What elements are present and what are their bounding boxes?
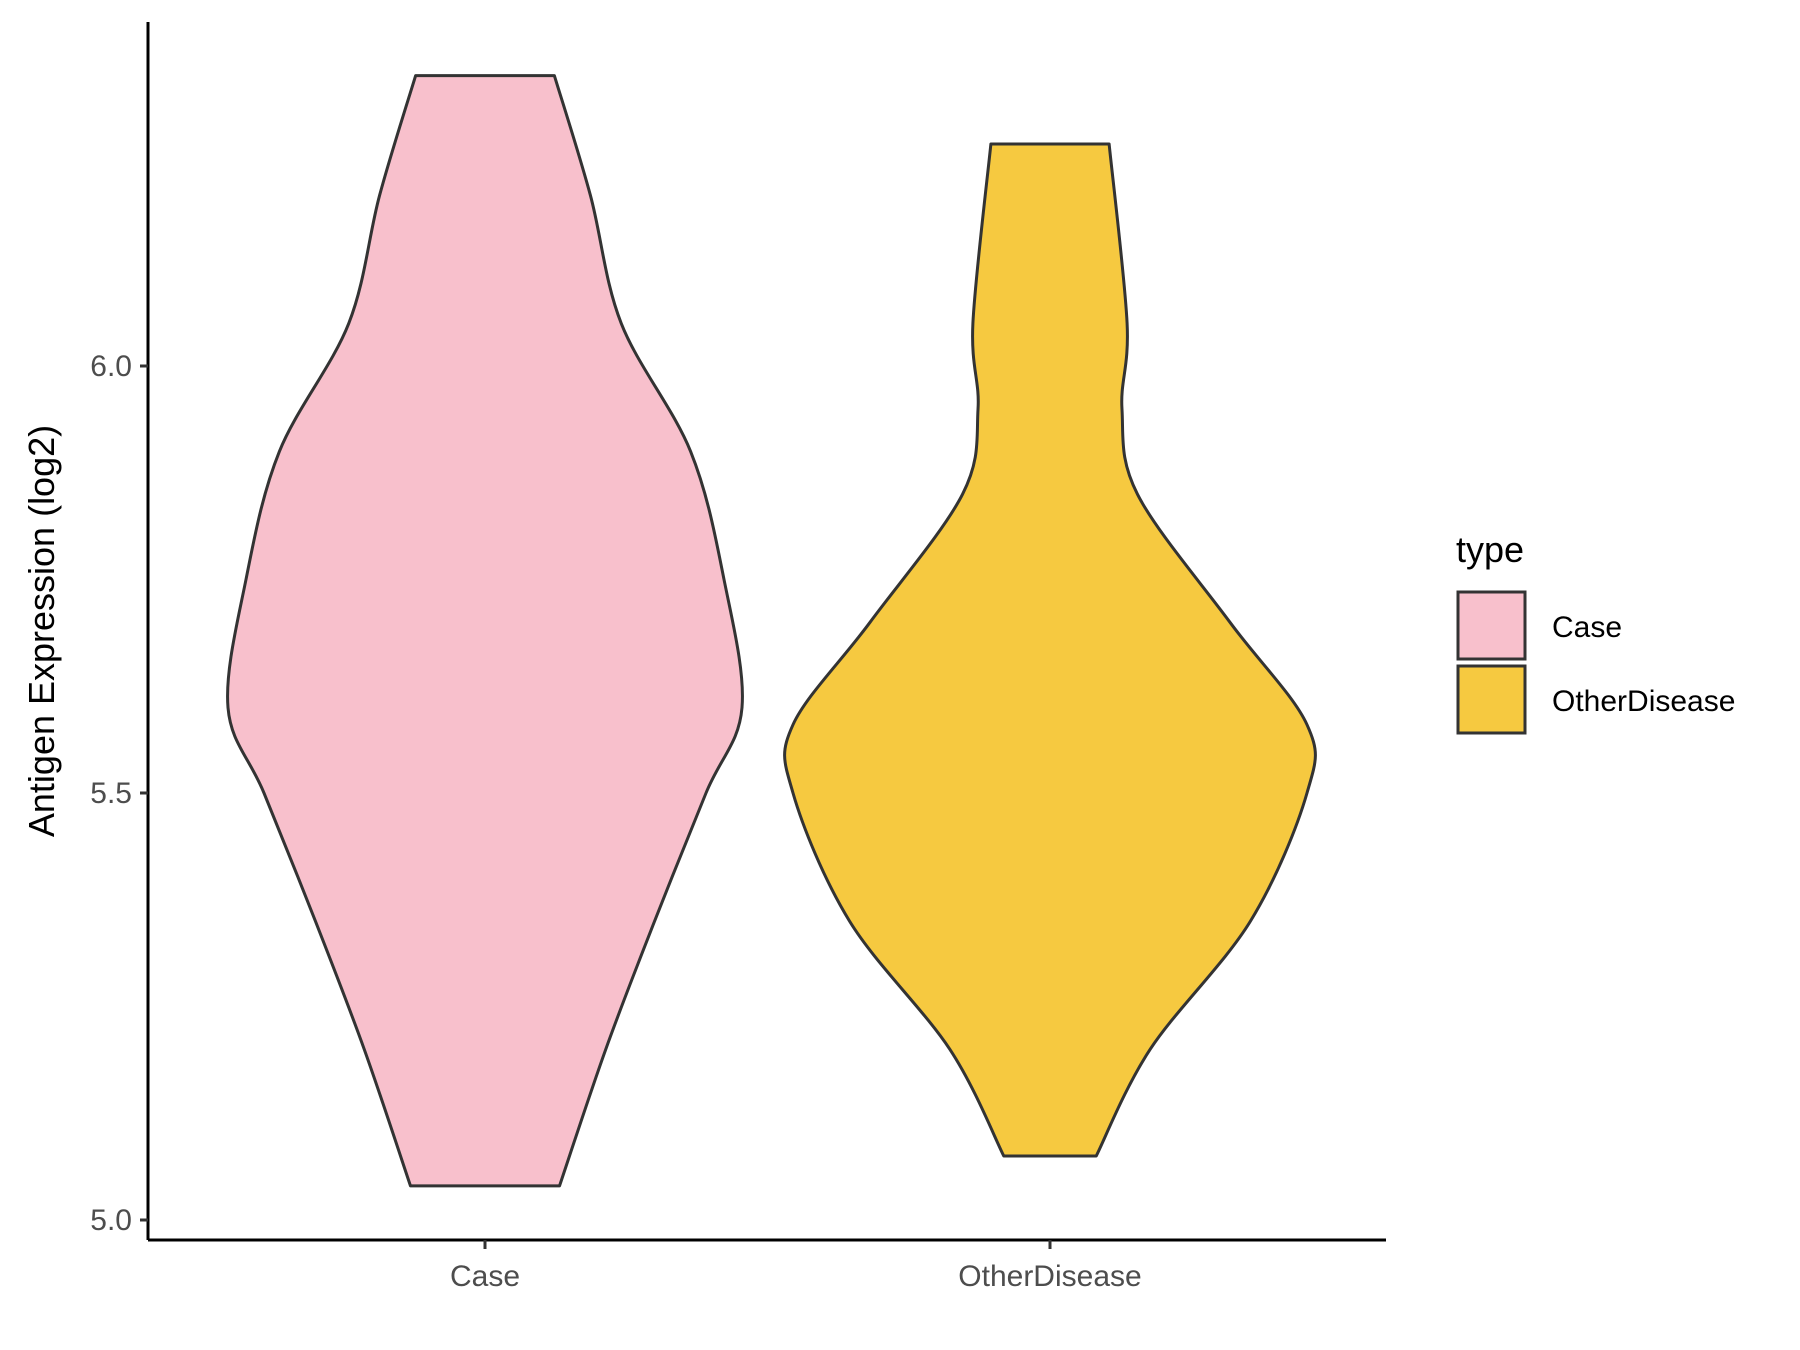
x-tick-label: Case (450, 1260, 520, 1293)
y-axis-title: Antigen Expression (log2) (21, 425, 62, 837)
legend-key-case (1456, 590, 1527, 661)
legend: type Case OtherDisease (1456, 529, 1735, 735)
y-tick-label: 5.0 (90, 1204, 132, 1237)
y-ticks: 5.0 5.5 6.0 (90, 350, 148, 1237)
y-tick-label: 6.0 (90, 350, 132, 383)
legend-label-otherdisease: OtherDisease (1552, 685, 1735, 718)
violin-otherdisease (783, 142, 1317, 1158)
violin-case (226, 74, 744, 1188)
violins-layer (226, 74, 1317, 1188)
legend-label-case: Case (1552, 611, 1622, 644)
x-ticks: Case OtherDisease (450, 1240, 1142, 1293)
x-tick-label: OtherDisease (958, 1260, 1141, 1293)
legend-title: type (1456, 529, 1524, 570)
y-tick-label: 5.5 (90, 777, 132, 810)
legend-key-otherdisease (1456, 664, 1527, 735)
